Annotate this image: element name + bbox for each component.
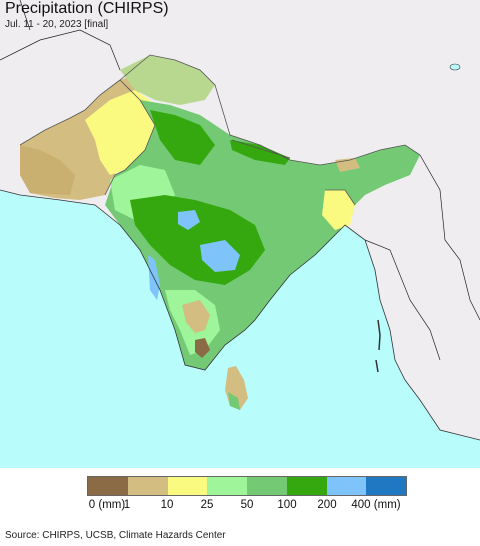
lake-marker (449, 63, 461, 71)
legend-swatch-0 (88, 477, 128, 495)
region-south-dry (195, 338, 210, 358)
legend-tick-3: 25 (200, 499, 214, 511)
region-north-wet (150, 110, 215, 165)
map-subtitle: Jul. 11 - 20, 2023 [final] (5, 19, 109, 30)
country-borders (19, 54, 421, 206)
region-nepal (230, 140, 290, 165)
outside-borders (0, 0, 480, 361)
andaman-islands (375, 319, 381, 373)
source-credit: Source: CHIRPS, UCSB, Climate Hazards Ce… (5, 530, 226, 541)
legend-swatch-3 (207, 477, 247, 495)
legend-tick-7: 400 (mm) (351, 499, 401, 511)
legend-swatch-7 (366, 477, 406, 495)
legend-swatch-2 (167, 477, 208, 495)
legend-tick-2: 10 (160, 499, 174, 511)
legend-tick-5: 100 (277, 499, 297, 511)
region-sri-lanka-wet (228, 392, 240, 410)
region-pakistan-dry (20, 145, 75, 195)
coastline (0, 189, 480, 441)
legend-tick-0: 0 (mm) (88, 499, 126, 511)
region-heavy-rain-2 (178, 210, 200, 230)
legend-colorbar (87, 476, 407, 496)
legend-tick-6: 200 (317, 499, 337, 511)
ocean (0, 190, 480, 468)
map-title: Precipitation (CHIRPS) (5, 0, 169, 17)
legend-swatch-4 (247, 477, 287, 495)
region-bangladesh (322, 190, 355, 230)
region-kashmir (120, 55, 215, 105)
legend-swatch-6 (326, 477, 367, 495)
region-punjab (85, 90, 155, 175)
region-heavy-rain-1 (200, 240, 240, 272)
legend-swatch-5 (286, 477, 327, 495)
region-deccan-dry (182, 300, 210, 333)
precipitation-map (0, 0, 480, 468)
legend-tick-4: 50 (240, 499, 254, 511)
legend-tick-1: 1 (123, 499, 131, 511)
map-panel (0, 0, 480, 468)
legend-swatch-1 (127, 477, 168, 495)
